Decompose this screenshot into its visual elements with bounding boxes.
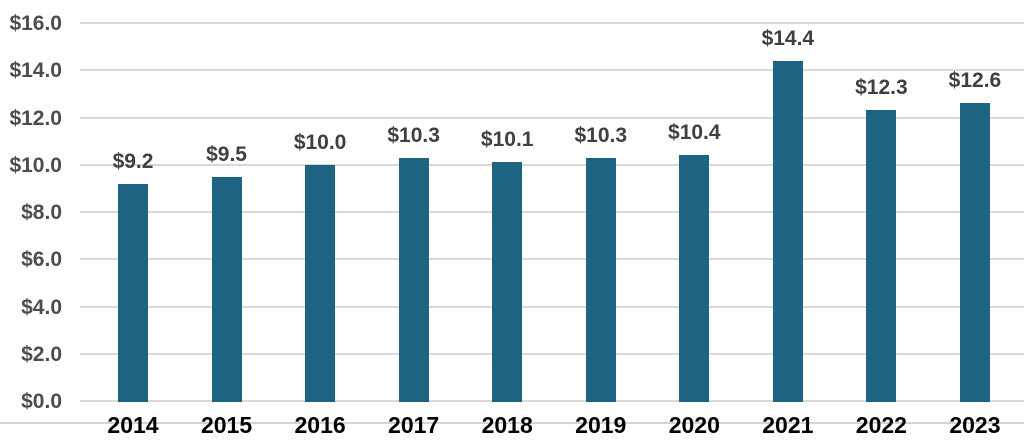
gridline xyxy=(80,69,1024,72)
y-axis-tick-label: $0.0 xyxy=(21,390,62,413)
y-axis-tick-label: $2.0 xyxy=(21,342,62,366)
bar-value-label: $12.3 xyxy=(855,76,908,100)
bar-2014 xyxy=(118,183,148,402)
x-axis-tick-label: 2017 xyxy=(388,412,440,438)
bar-2023 xyxy=(959,103,990,402)
x-axis-tick-label: 2014 xyxy=(107,412,159,438)
x-axis-tick-label: 2021 xyxy=(762,412,814,438)
x-axis-line xyxy=(0,422,1024,424)
x-axis-tick-label: 2019 xyxy=(575,412,627,438)
y-axis-tick-label: $8.0 xyxy=(21,201,62,224)
x-axis-tick-label: 2015 xyxy=(200,412,253,438)
bar-value-label: $10.1 xyxy=(480,128,534,152)
y-axis-tick-label: $6.0 xyxy=(21,248,62,272)
x-axis-tick-label: 2020 xyxy=(668,412,720,438)
bar-value-label: $10.3 xyxy=(387,123,440,147)
bar-2015 xyxy=(211,176,242,402)
x-axis-tick-label: 2016 xyxy=(294,412,346,438)
gridline xyxy=(80,116,1024,119)
bar-2022 xyxy=(866,110,897,402)
gridline xyxy=(80,258,1024,261)
bar-value-label: $10.0 xyxy=(293,130,347,154)
y-axis-tick-label: $4.0 xyxy=(21,295,62,319)
gridline xyxy=(80,163,1024,166)
bar-2020 xyxy=(679,155,710,402)
bar-2021 xyxy=(772,60,803,402)
x-axis-tick-label: 2018 xyxy=(481,412,533,438)
bar-value-label: $14.4 xyxy=(761,26,815,50)
bar-2018 xyxy=(492,162,523,402)
bar-value-label: $10.3 xyxy=(574,123,628,147)
x-axis-tick-label: 2023 xyxy=(949,412,1001,438)
bar-2017 xyxy=(398,157,429,402)
bar-value-label: $10.4 xyxy=(668,121,721,145)
gridline xyxy=(80,352,1024,355)
y-axis-tick-label: $10.0 xyxy=(9,153,62,177)
y-axis-tick-label: $12.0 xyxy=(9,106,62,130)
bar-2016 xyxy=(305,164,336,402)
bar-value-label: $9.5 xyxy=(206,142,247,166)
bar-2019 xyxy=(585,157,616,402)
gridline xyxy=(80,400,1024,402)
y-axis-tick-label: $16.0 xyxy=(9,12,62,35)
bar-value-label: $9.2 xyxy=(112,149,154,173)
x-axis-tick-label: 2022 xyxy=(855,412,907,438)
bar-value-label: $12.6 xyxy=(948,69,1002,93)
gridline xyxy=(80,305,1024,308)
y-axis-tick-label: $14.0 xyxy=(9,59,62,83)
gridline xyxy=(80,211,1024,213)
gridline xyxy=(80,22,1024,24)
